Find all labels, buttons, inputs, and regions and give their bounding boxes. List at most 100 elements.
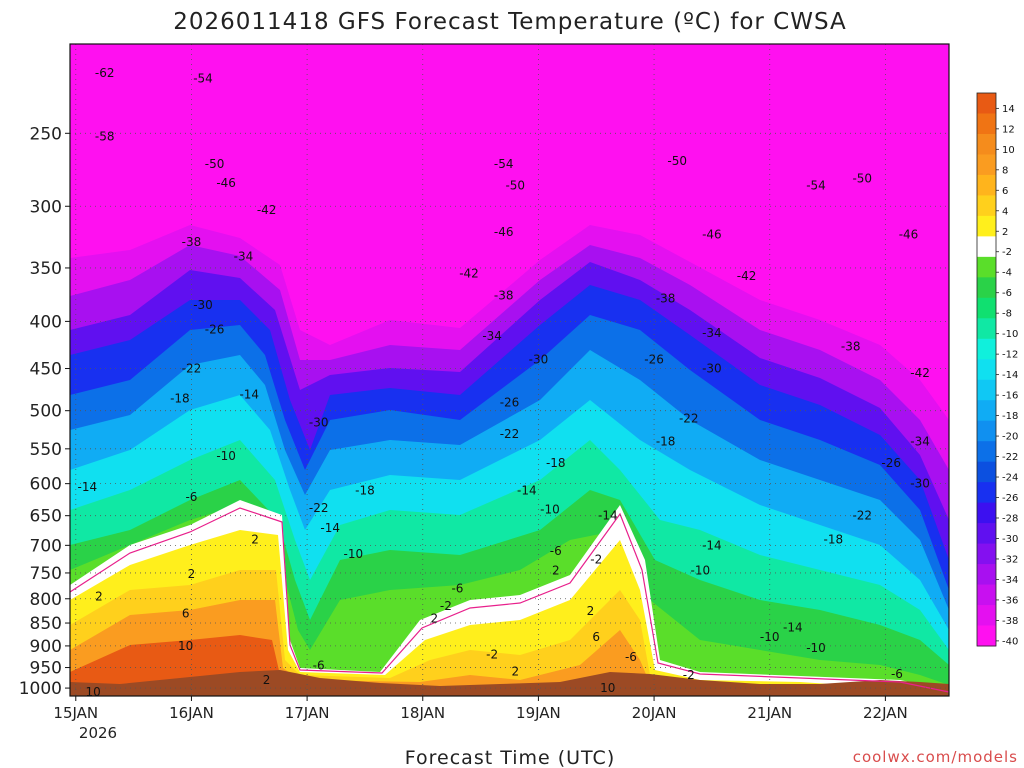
colorbar-frame (976, 92, 997, 647)
contour-label: -6 (185, 490, 197, 504)
contour-label: -10 (760, 630, 780, 644)
colorbar-label: -14 (1002, 370, 1018, 381)
contour-label: -54 (193, 71, 213, 85)
y-tick-label: 800 (30, 590, 62, 610)
x-tick-label: 20JAN (632, 704, 677, 722)
contour-label: -14 (320, 521, 340, 535)
colorbar-swatch (977, 359, 996, 381)
colorbar-swatch (977, 523, 996, 545)
colorbar-swatch (977, 215, 996, 237)
colorbar-label: 14 (1002, 104, 1015, 115)
y-tick-label: 600 (30, 475, 62, 495)
contour-label: -46 (216, 176, 236, 190)
contour-label: -30 (193, 298, 213, 312)
colorbar-label: -18 (1002, 411, 1018, 422)
y-tick-label: 900 (30, 637, 62, 657)
contour-label: -18 (824, 533, 844, 547)
colorbar-swatch (977, 318, 996, 340)
contour-label: -58 (95, 129, 115, 143)
freezing-line (70, 507, 949, 693)
colorbar-label: -34 (1002, 575, 1018, 586)
contour-label: -18 (546, 456, 566, 470)
contour-label: 6 (592, 630, 600, 644)
contour-label: -14 (239, 387, 259, 401)
contour-label: 2 (263, 673, 271, 687)
contour-label: -14 (78, 480, 98, 494)
x-tick-label: 15JAN (53, 704, 98, 722)
contour-label: -22 (182, 362, 202, 376)
y-axis: 250 300 350 400 450 500 550 600 650 700 750 800 850 9… (19, 124, 70, 699)
colorbar-swatch (977, 461, 996, 483)
plot-frame (69, 43, 950, 697)
colorbar-label: -38 (1002, 616, 1018, 627)
contour-label: 2 (431, 611, 439, 625)
contour-label: 10 (85, 685, 100, 699)
contour-label: -30 (309, 416, 329, 430)
contour-label: -26 (881, 456, 901, 470)
x-subtick-year: 2026 (79, 724, 117, 742)
contour-label: -2 (486, 648, 498, 662)
colorbar-label: -22 (1002, 452, 1018, 463)
colorbar-swatch (977, 482, 996, 504)
contour-label: -10 (216, 449, 236, 463)
contour-label: -34 (702, 326, 722, 340)
colorbar-swatch (977, 584, 996, 606)
colorbar-swatch (977, 420, 996, 442)
plot-area (70, 44, 949, 696)
contour-label: 2 (511, 665, 519, 679)
colorbar-label: 4 (1002, 206, 1008, 217)
colorbar-label: 6 (1002, 186, 1008, 197)
contour-label: -18 (656, 434, 676, 448)
contour-label: -34 (482, 329, 502, 343)
x-tick-label: 16JAN (169, 704, 214, 722)
contour-label: -22 (500, 427, 520, 441)
y-tick-label: 500 (30, 402, 62, 422)
y-tick-label: 750 (30, 564, 62, 584)
colorbar-swatch (977, 174, 996, 196)
y-tick-label: 950 (30, 659, 62, 679)
contour-label: -42 (737, 269, 757, 283)
contour-label: 2 (251, 533, 259, 547)
y-tick-label: 250 (30, 124, 62, 144)
contour-labels: -62 -54-58-50-46-42-38-34-30-26-22-18 -14-… (78, 66, 930, 699)
colorbar-label: 12 (1002, 124, 1015, 135)
contour-label: -50 (205, 157, 225, 171)
colorbar-label: -2 (1002, 247, 1012, 258)
contour-label: -34 (234, 249, 254, 263)
contour-label: -42 (459, 267, 479, 281)
colorbar-label: -16 (1002, 391, 1018, 402)
contour-label: -42 (257, 203, 277, 217)
colorbar-swatch (977, 543, 996, 565)
contour-label: -26 (205, 322, 225, 336)
colorbar-label: -26 (1002, 493, 1018, 504)
colorbar-swatch (977, 195, 996, 217)
contour-label: -22 (852, 509, 872, 523)
colorbar-label: 10 (1002, 145, 1015, 156)
contour-label: -18 (170, 391, 190, 405)
colorbar-swatch (977, 502, 996, 524)
layer-plus-2 (70, 530, 949, 696)
credit-link[interactable]: coolwx.com/models (853, 748, 1018, 766)
contour-label: -38 (656, 292, 676, 306)
y-tick-label: 450 (30, 360, 62, 380)
y-tick-label: 650 (30, 507, 62, 527)
colorbar-label: -36 (1002, 595, 1018, 606)
colorbar-swatch (977, 113, 996, 135)
colorbar-label: -8 (1002, 309, 1012, 320)
grid-lines (70, 44, 949, 696)
contour-label: 10 (600, 681, 615, 695)
contour-label: -18 (355, 483, 375, 497)
contour-label: -2 (590, 552, 602, 566)
colorbar-swatch (977, 625, 996, 647)
x-tick-label: 19JAN (516, 704, 561, 722)
contour-label: -6 (625, 650, 637, 664)
colorbar-label: 8 (1002, 165, 1008, 176)
contour-label: -42 (910, 366, 930, 380)
contour-label: -2 (683, 668, 695, 682)
y-tick-label: 850 (30, 614, 62, 634)
colorbar-swatch (977, 400, 996, 422)
colorbar-swatch (977, 133, 996, 155)
colorbar-label: -10 (1002, 329, 1018, 340)
colorbar-swatch (977, 379, 996, 401)
